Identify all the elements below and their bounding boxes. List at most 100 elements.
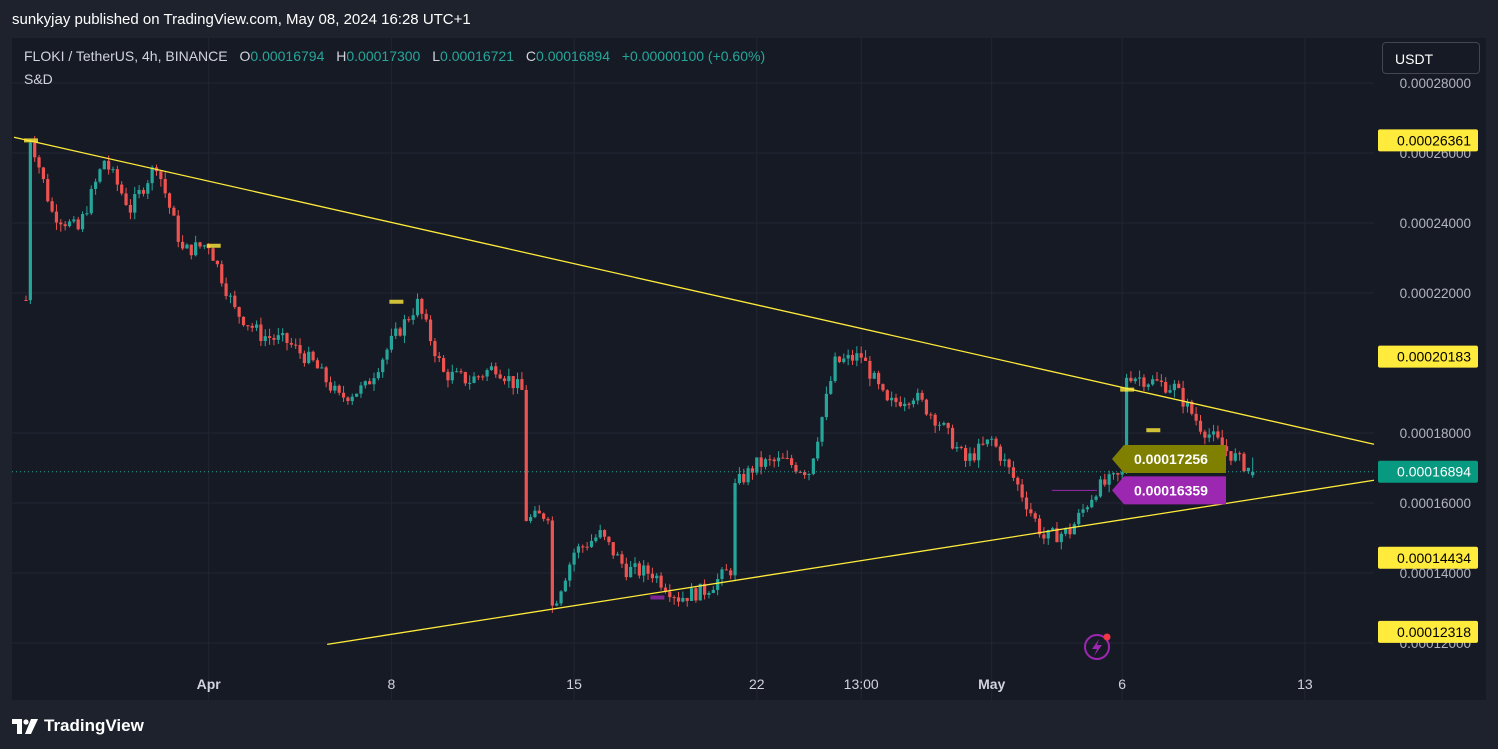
y-tick-label: 0.00018000 xyxy=(1400,426,1471,441)
candle xyxy=(950,424,955,450)
candle xyxy=(907,402,911,409)
candle xyxy=(324,366,328,388)
candle xyxy=(402,314,407,344)
chart-pane[interactable] xyxy=(12,38,1486,700)
candle xyxy=(920,390,924,402)
candle xyxy=(1207,428,1211,443)
candle xyxy=(820,416,824,447)
candle xyxy=(1146,383,1150,391)
lightning-icon[interactable] xyxy=(1084,633,1111,660)
candle xyxy=(80,211,85,232)
candle xyxy=(1233,448,1237,463)
candle xyxy=(1129,371,1133,383)
candle xyxy=(211,246,215,261)
candle xyxy=(1159,374,1163,387)
y-tick-label: 0.00022000 xyxy=(1400,286,1471,301)
time-axis[interactable]: Apr 8 15 22 13:00 May 6 13 xyxy=(197,676,1313,692)
candle xyxy=(346,396,350,405)
sd-zone xyxy=(24,138,38,143)
candle xyxy=(220,260,224,287)
candle xyxy=(450,364,454,384)
candle xyxy=(98,168,102,184)
candle xyxy=(54,204,59,230)
candle xyxy=(320,363,324,369)
candle xyxy=(911,398,915,408)
candle xyxy=(328,376,333,393)
sd-zone xyxy=(650,595,665,600)
candle xyxy=(63,221,67,231)
candle xyxy=(689,583,694,601)
candle xyxy=(1155,371,1159,382)
candle xyxy=(198,241,202,249)
candle xyxy=(824,386,828,421)
candle xyxy=(672,595,676,605)
candle xyxy=(1059,531,1063,550)
candle xyxy=(1068,523,1072,539)
candle xyxy=(437,352,441,363)
candle xyxy=(102,160,106,170)
candle xyxy=(511,376,515,395)
candle xyxy=(1024,491,1029,517)
candle xyxy=(1225,439,1229,457)
candle xyxy=(259,317,263,347)
symbol-title[interactable]: FLOKI / TetherUS, 4h, BINANCE xyxy=(24,48,228,64)
candle xyxy=(602,529,607,541)
price-axis-label: 0.00026361 xyxy=(1378,129,1478,152)
price-callout: 0.00017256 xyxy=(1112,445,1226,474)
publisher-caption: sunkyjay published on TradingView.com, M… xyxy=(12,11,471,28)
candle xyxy=(955,441,959,452)
candle xyxy=(341,385,346,402)
ohlc-legend: FLOKI / TetherUS, 4h, BINANCE O0.0001679… xyxy=(24,48,765,64)
candle xyxy=(1011,461,1016,482)
candle xyxy=(1251,457,1255,478)
y-tick-label: 0.00024000 xyxy=(1400,216,1471,231)
candle xyxy=(150,165,154,191)
currency-selector-button[interactable]: USDT xyxy=(1382,42,1480,74)
candle xyxy=(563,578,567,593)
sd-zone xyxy=(206,243,221,248)
candle xyxy=(1181,380,1185,414)
trendline-lower[interactable] xyxy=(327,479,1375,646)
candle xyxy=(898,396,902,408)
high-label: H xyxy=(336,48,347,64)
candle xyxy=(224,277,228,300)
candle xyxy=(1103,473,1107,487)
candle xyxy=(146,180,150,200)
candle xyxy=(559,590,563,606)
price-callout: 0.00016359 xyxy=(1112,476,1226,505)
trendlines[interactable] xyxy=(13,136,1375,646)
trendline-upper[interactable] xyxy=(13,136,1375,445)
candle xyxy=(607,536,611,546)
candle xyxy=(254,320,259,332)
candle xyxy=(729,567,733,580)
candle xyxy=(355,393,359,398)
candle xyxy=(124,187,128,206)
price-axis[interactable]: 0.000120000.000140000.000160000.00018000… xyxy=(1378,76,1478,651)
candle xyxy=(307,346,311,365)
candle xyxy=(994,436,998,448)
close-label: C xyxy=(525,48,537,64)
candle xyxy=(237,306,241,324)
candle xyxy=(1194,407,1198,426)
tradingview-logo[interactable]: TradingView xyxy=(12,715,144,737)
candle xyxy=(1138,370,1142,387)
candle xyxy=(1003,453,1007,467)
candle xyxy=(933,413,937,433)
candle xyxy=(964,444,968,468)
candle xyxy=(241,316,246,327)
candle xyxy=(1151,375,1155,386)
candle xyxy=(1094,494,1098,502)
candle xyxy=(977,438,981,468)
candle xyxy=(233,290,237,310)
candle xyxy=(772,457,776,468)
candle xyxy=(711,586,715,594)
candle xyxy=(159,170,163,187)
indicator-label[interactable]: S&D xyxy=(24,71,53,87)
candle xyxy=(185,243,189,249)
candle xyxy=(189,244,193,260)
candle xyxy=(359,381,363,398)
candle xyxy=(1177,380,1181,389)
candle xyxy=(59,219,63,232)
low-value: 0.00016721 xyxy=(440,48,514,64)
